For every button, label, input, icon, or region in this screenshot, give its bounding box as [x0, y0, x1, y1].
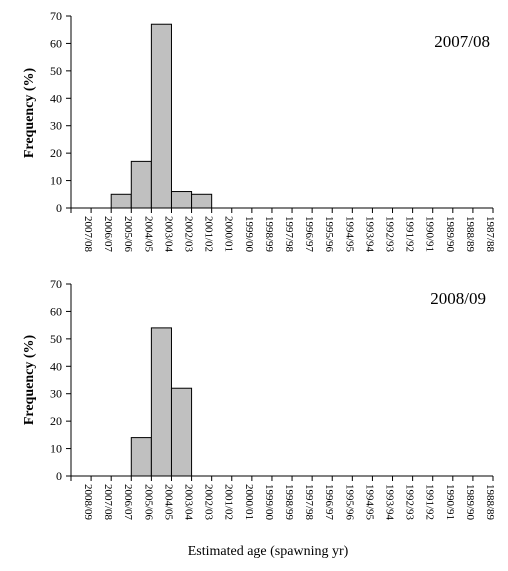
- x-tick-label: 2007/08: [82, 216, 94, 253]
- x-tick-label: 2002/03: [183, 216, 195, 253]
- x-tick-label: 2007/08: [102, 484, 114, 521]
- x-tick-label: 1999/00: [263, 484, 275, 521]
- x-tick-label: 2001/02: [203, 216, 215, 252]
- x-tick-label: 1997/98: [283, 216, 295, 253]
- x-tick-label: 2004/05: [142, 216, 154, 253]
- x-tick-label: 2003/04: [162, 216, 174, 253]
- x-tick-label: 2008/09: [82, 484, 94, 521]
- x-tick-label: 2003/04: [183, 484, 195, 521]
- y-tick-label: 70: [50, 9, 62, 23]
- x-tick-label: 1992/93: [404, 484, 416, 521]
- bar: [130, 160, 152, 209]
- bar: [110, 193, 132, 209]
- y-tick-label: 60: [50, 304, 62, 318]
- x-tick-label: 1991/92: [404, 216, 416, 252]
- x-tick-label: 2005/06: [122, 216, 134, 253]
- y-tick-label: 20: [50, 414, 62, 428]
- x-tick-label: 1988/89: [484, 484, 496, 521]
- y-tick-label: 50: [50, 332, 62, 346]
- x-tick-label: 1987/88: [484, 216, 496, 253]
- y-axis-label: Frequency (%): [22, 334, 37, 425]
- x-tick-label: 2006/07: [102, 216, 114, 253]
- bar: [150, 327, 172, 477]
- x-tick-label: 2004/05: [162, 484, 174, 521]
- x-tick-label: 2005/06: [142, 484, 154, 521]
- x-tick-label: 2002/03: [203, 484, 215, 521]
- x-tick-label: 2006/07: [122, 484, 134, 521]
- x-tick-label: 1998/99: [263, 216, 275, 253]
- x-tick-label: 1993/94: [363, 216, 375, 253]
- x-tick-label: 1988/89: [464, 216, 476, 253]
- x-tick-label: 1994/95: [363, 484, 375, 521]
- y-tick-label: 30: [50, 119, 62, 133]
- y-tick-label: 10: [50, 174, 62, 188]
- y-tick-label: 50: [50, 64, 62, 78]
- x-tick-label: 1993/94: [383, 484, 395, 521]
- x-tick-label: 1999/00: [243, 216, 255, 253]
- y-tick-label: 70: [50, 277, 62, 291]
- y-tick-label: 0: [56, 201, 62, 215]
- bar: [150, 23, 172, 209]
- x-tick-label: 1996/97: [323, 484, 335, 521]
- x-tick-label: 2000/01: [243, 484, 255, 520]
- x-tick-label: 1995/96: [323, 216, 335, 253]
- y-tick-label: 0: [56, 469, 62, 483]
- x-tick-label: 1997/98: [303, 484, 315, 521]
- chart-panel-2007-08: 2007/08 Frequency (%) 0 10 20 30 40 50 60 70 200…: [22, 9, 496, 253]
- x-tick-label: 1998/99: [283, 484, 295, 521]
- y-tick-label: 60: [50, 36, 62, 50]
- x-tick-label: 1990/91: [424, 216, 436, 252]
- y-tick-label: 10: [50, 442, 62, 456]
- bar: [130, 437, 152, 477]
- x-tick-label: 1996/97: [303, 216, 315, 253]
- chart-title: 2007/08: [434, 32, 490, 51]
- bar: [170, 191, 193, 209]
- chart-panel-2008-09: 2008/09 Frequency (%) 0 10 20 30 40 50 60 70 200…: [22, 277, 496, 521]
- x-tick-label: 1991/92: [424, 484, 436, 520]
- y-tick-label: 40: [50, 91, 62, 105]
- x-axis-label: Estimated age (spawning yr): [188, 544, 349, 559]
- x-tick-label: 1989/90: [464, 484, 476, 521]
- x-tick-label: 2001/02: [223, 484, 235, 520]
- y-axis-label: Frequency (%): [22, 67, 37, 158]
- x-tick-label: 1995/96: [343, 484, 355, 521]
- y-tick-label: 30: [50, 387, 62, 401]
- chart-title: 2008/09: [430, 289, 486, 308]
- bar: [170, 387, 193, 477]
- x-tick-label: 1992/93: [383, 216, 395, 253]
- y-tick-label: 20: [50, 146, 62, 160]
- x-tick-label: 2000/01: [223, 216, 235, 252]
- x-tick-label: 1990/91: [444, 484, 456, 520]
- bar: [191, 193, 213, 209]
- x-tick-label: 1994/95: [343, 216, 355, 253]
- y-tick-label: 40: [50, 359, 62, 373]
- x-tick-label: 1989/90: [444, 216, 456, 253]
